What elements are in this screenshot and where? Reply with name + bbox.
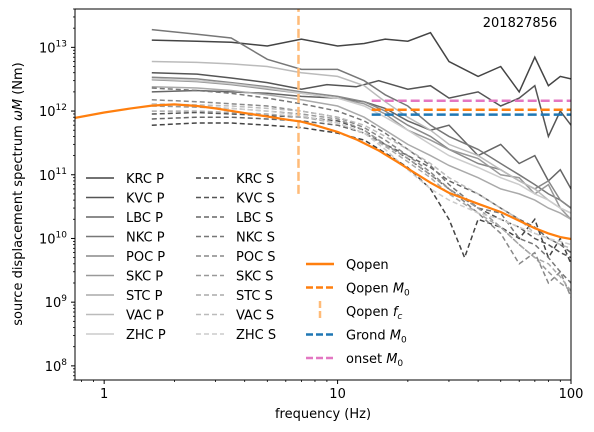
legend-label-zhc-p: ZHC P [126, 328, 166, 343]
model-legend: Qopen Qopen M0 Qopen fc Grond M0 onset M0 [306, 258, 410, 369]
legend-label-stc-p: STC P [126, 289, 163, 304]
y-tick-label: 108 [45, 358, 68, 375]
x-axis: 1 10 100 [81, 380, 584, 402]
legend-label-poc-p: POC P [126, 250, 165, 265]
station-legend: KRC P KVC P LBC P NKC P POC P SKC P STC P VAC P… [86, 172, 276, 343]
y-tick-label: 1011 [39, 167, 67, 184]
spectrum-poc-s [151, 99, 571, 298]
x-tick-label: 1 [100, 387, 108, 402]
y-axis-label: source displacement spectrum ωM (Nm) [11, 62, 26, 325]
spectrum-zhc-s [151, 103, 571, 246]
spectrum-kvc-p [151, 71, 571, 139]
spectrum-zhc-p [151, 78, 571, 214]
legend-label-vac-s: VAC S [236, 309, 274, 324]
spectrum-poc-p [151, 76, 571, 209]
y-axis: 108 109 1010 1011 1012 1013 [39, 8, 75, 381]
legend-label-grond-m-0: Grond M0 [346, 329, 407, 346]
legend-label-qopen-f-c: Qopen fc [346, 305, 402, 322]
legend-label-kvc-p: KVC P [126, 192, 165, 207]
spectrum-lbc-p [151, 89, 571, 190]
y-axis-label-math: ωM [11, 99, 26, 121]
spectrum-nkc-s [151, 87, 571, 284]
legend-label-krc-p: KRC P [126, 172, 164, 187]
plot-area [75, 9, 571, 298]
event-id-annotation: 201827856 [483, 16, 557, 31]
legend-label-nkc-p: NKC P [126, 231, 165, 246]
legend-label-vac-p: VAC P [126, 309, 164, 324]
legend-label-krc-s: KRC S [236, 172, 274, 187]
legend-label-zhc-s: ZHC S [236, 328, 276, 343]
legend-label-kvc-s: KVC S [236, 192, 275, 207]
axes-frame [74, 8, 572, 381]
legend-label-onset-m-0: onset M0 [346, 352, 403, 369]
spectrum-stc-s [151, 110, 571, 292]
legend-label-stc-s: STC S [236, 289, 273, 304]
y-tick-label: 109 [45, 294, 68, 311]
legend-label-qopen-m-0: Qopen M0 [346, 282, 410, 299]
y-tick-label: 1012 [39, 103, 67, 120]
spectrum-krc-p [151, 31, 571, 94]
x-axis-label: frequency (Hz) [275, 407, 371, 422]
x-tick-label: 10 [329, 387, 346, 402]
legend-label-nkc-s: NKC S [236, 231, 275, 246]
legend-label-skc-p: SKC P [126, 270, 163, 285]
legend-label-skc-s: SKC S [236, 270, 274, 285]
spectrum-vac-p [151, 60, 571, 214]
spectrum-krc-s [151, 122, 571, 265]
x-tick-label: 100 [559, 387, 584, 402]
spectrum-skc-s [151, 105, 571, 292]
y-axis-label-text: source displacement spectrum [11, 121, 26, 326]
legend-label-qopen: Qopen [346, 258, 389, 273]
qopen-curve [75, 103, 571, 241]
legend-label-lbc-s: LBC S [236, 211, 273, 226]
y-axis-label-unit: (Nm) [11, 62, 26, 99]
y-tick-label: 1010 [39, 230, 67, 247]
y-tick-label: 1013 [39, 39, 67, 56]
legend-label-poc-s: POC S [236, 250, 276, 265]
legend-label-lbc-p: LBC P [126, 211, 163, 226]
spectrum-stc-p [151, 86, 571, 220]
spectrum-skc-p [151, 79, 571, 220]
